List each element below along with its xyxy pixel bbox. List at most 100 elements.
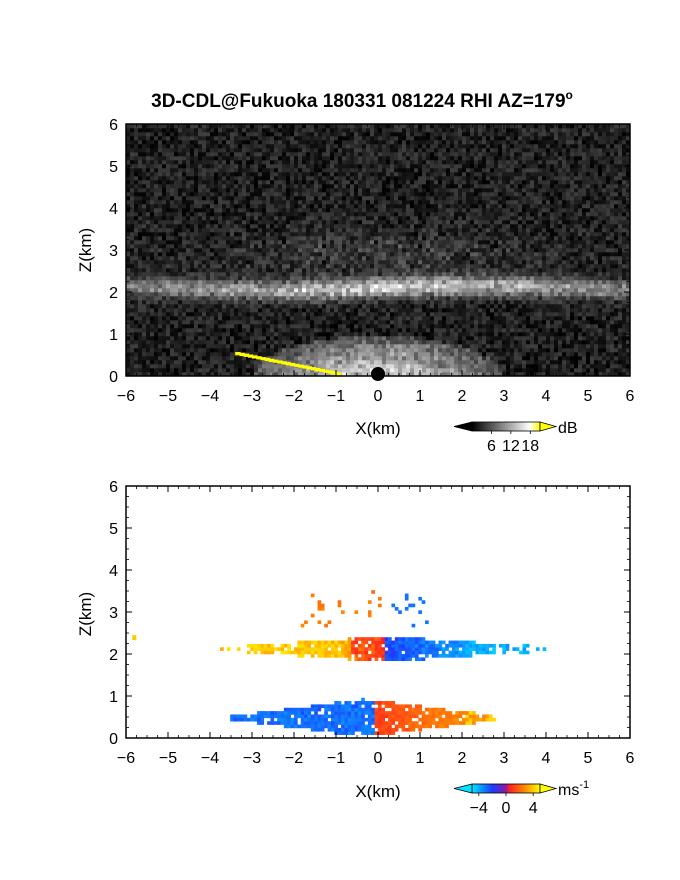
reflectivity-cell [370,148,375,153]
reflectivity-cell [426,292,431,297]
reflectivity-cell [254,232,259,237]
reflectivity-cell [434,128,439,133]
reflectivity-cell [358,176,363,181]
reflectivity-cell [358,208,363,213]
reflectivity-cell [230,296,235,301]
reflectivity-cell [146,340,151,345]
reflectivity-cell [134,132,139,137]
reflectivity-cell [410,340,415,345]
reflectivity-cell [338,192,343,197]
reflectivity-cell [370,300,375,305]
reflectivity-cell [202,208,207,213]
reflectivity-cell [306,284,311,289]
reflectivity-cell [314,140,319,145]
reflectivity-cell [418,284,423,289]
reflectivity-cell [310,132,315,137]
reflectivity-cell [242,368,247,373]
reflectivity-cell [298,300,303,305]
reflectivity-cell [266,300,271,305]
reflectivity-cell [390,144,395,149]
reflectivity-cell [358,236,363,241]
reflectivity-cell [238,292,243,297]
reflectivity-cell [302,240,307,245]
reflectivity-cell [194,204,199,209]
reflectivity-cell [378,184,383,189]
reflectivity-cell [150,292,155,297]
reflectivity-cell [226,352,231,357]
reflectivity-cell [178,192,183,197]
reflectivity-cell [246,212,251,217]
reflectivity-cell [258,248,263,253]
reflectivity-cell [146,308,151,313]
reflectivity-cell [274,260,279,265]
reflectivity-cell [206,152,211,157]
reflectivity-cell [138,308,143,313]
reflectivity-cell [222,260,227,265]
reflectivity-cell [426,300,431,305]
reflectivity-cell [334,304,339,309]
reflectivity-cell [398,328,403,333]
reflectivity-cell [422,280,427,285]
reflectivity-cell [306,220,311,225]
reflectivity-cell [418,156,423,161]
reflectivity-cell [306,140,311,145]
reflectivity-cell [294,208,299,213]
reflectivity-cell [178,204,183,209]
reflectivity-cell [138,128,143,133]
reflectivity-cell [410,296,415,301]
reflectivity-cell [398,184,403,189]
reflectivity-cell [314,364,319,369]
reflectivity-cell [402,352,407,357]
reflectivity-cell [434,224,439,229]
reflectivity-cell [378,240,383,245]
reflectivity-cell [178,328,183,333]
reflectivity-cell [330,252,335,257]
reflectivity-cell [142,168,147,173]
reflectivity-cell [178,236,183,241]
reflectivity-cell [406,172,411,177]
reflectivity-cell [310,212,315,217]
reflectivity-cell [226,140,231,145]
reflectivity-cell [434,148,439,153]
reflectivity-cell [386,356,391,361]
reflectivity-cell [250,132,255,137]
reflectivity-cell [234,148,239,153]
reflectivity-cell [162,336,167,341]
reflectivity-cell [190,252,195,257]
reflectivity-cell [162,232,167,237]
reflectivity-cell [178,312,183,317]
reflectivity-cell [270,372,275,377]
reflectivity-cell [426,312,431,317]
reflectivity-cell [322,276,327,281]
reflectivity-cell [170,216,175,221]
reflectivity-cell [218,184,223,189]
reflectivity-cell [266,152,271,157]
reflectivity-cell [214,360,219,365]
reflectivity-cell [238,332,243,337]
reflectivity-cell [178,140,183,145]
reflectivity-cell [338,252,343,257]
reflectivity-cell [358,228,363,233]
reflectivity-cell [158,348,163,353]
reflectivity-cell [226,304,231,309]
reflectivity-cell [310,240,315,245]
reflectivity-cell [246,192,251,197]
reflectivity-cell [318,300,323,305]
reflectivity-cell [170,176,175,181]
reflectivity-cell [158,300,163,305]
reflectivity-cell [398,288,403,293]
reflectivity-cell [310,140,315,145]
reflectivity-cell [438,344,443,349]
reflectivity-cell [214,276,219,281]
reflectivity-cell [126,136,131,141]
reflectivity-cell [278,176,283,181]
reflectivity-cell [402,360,407,365]
reflectivity-cell [234,336,239,341]
reflectivity-cell [326,272,331,277]
reflectivity-cell [258,304,263,309]
reflectivity-cell [302,228,307,233]
reflectivity-cell [442,312,447,317]
reflectivity-cell [170,312,175,317]
reflectivity-cell [222,176,227,181]
reflectivity-cell [250,180,255,185]
